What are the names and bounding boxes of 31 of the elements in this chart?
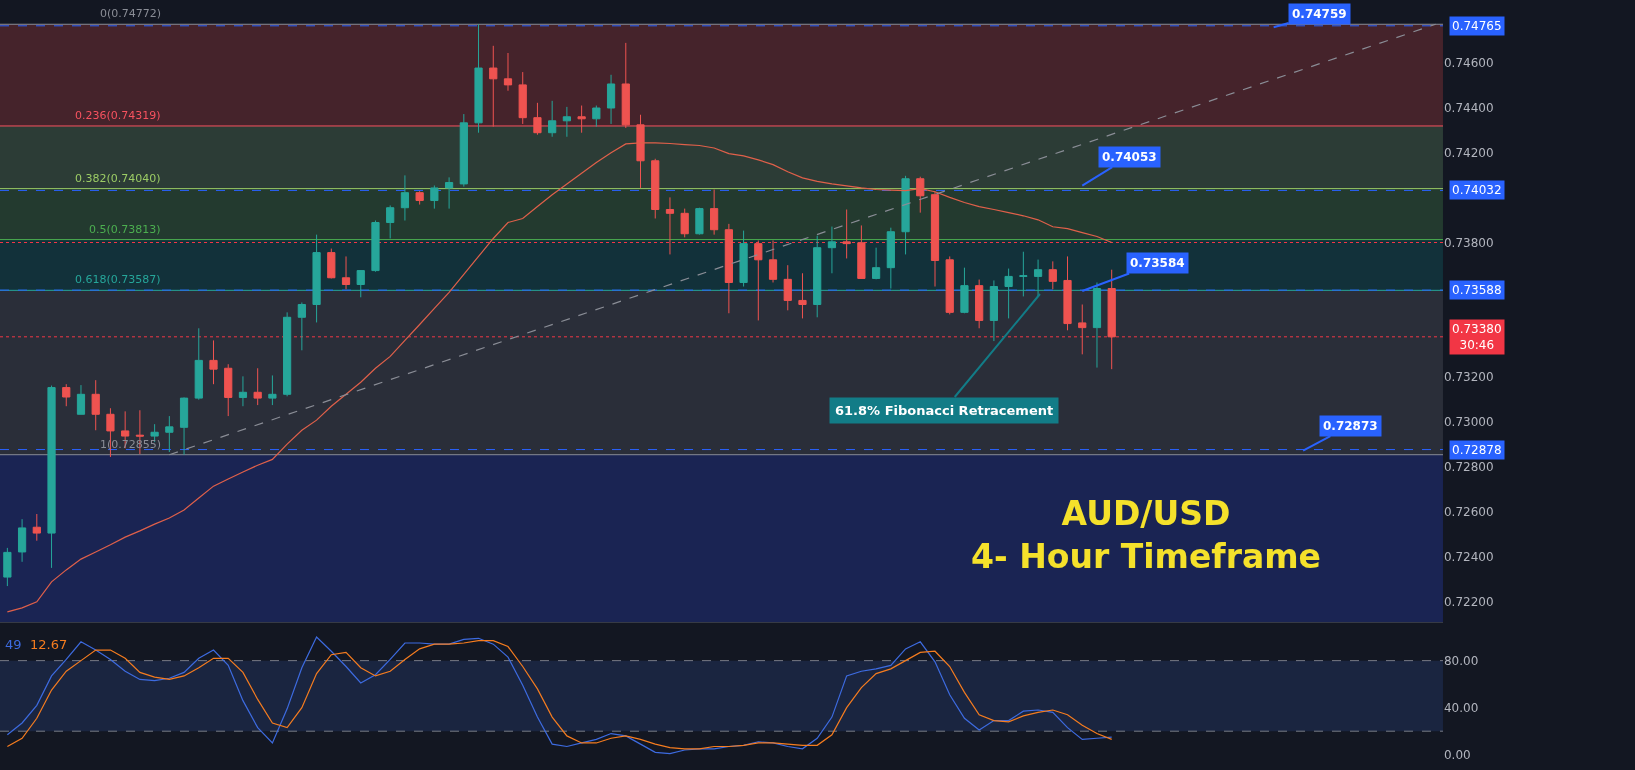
annotation: 0.74759 bbox=[1292, 7, 1347, 21]
text: AUD/USD 4- Hour Timeframe bbox=[971, 494, 1321, 576]
y-tick-label: 0.74600 bbox=[1443, 56, 1494, 71]
annotation: 61.8% Fibonacci Retracement bbox=[835, 403, 1054, 418]
annotation: 0.73584 bbox=[1130, 256, 1185, 270]
annotation: 0.74053 bbox=[1102, 150, 1157, 164]
y-tick-label: 0.74200 bbox=[1443, 145, 1494, 160]
ref-line-label: 0(0.74772) bbox=[100, 7, 162, 20]
y-tick-label: 0.73200 bbox=[1443, 370, 1494, 385]
annotation: 12.67 bbox=[30, 637, 68, 652]
ref-line-label: 0.72878 bbox=[1452, 443, 1502, 457]
ref-line-label: 0.618(0.73587) bbox=[75, 273, 161, 286]
y-tick-label: 0.72400 bbox=[1443, 550, 1494, 565]
y-tick-label: 0.74400 bbox=[1443, 100, 1494, 115]
y-tick-label: 0.72800 bbox=[1443, 460, 1494, 475]
y-tick-label: 40.00 bbox=[1443, 700, 1479, 715]
ref-line-label: 0.73380 30:46 bbox=[1452, 322, 1502, 352]
ref-line-label: 0.73588 bbox=[1452, 283, 1502, 297]
ref-line-label: 0.5(0.73813) bbox=[89, 223, 161, 236]
ref-line-label: 0.236(0.74319) bbox=[75, 109, 161, 122]
annotation: 0.72873 bbox=[1323, 419, 1378, 433]
ref-line-label: 0.382(0.74040) bbox=[75, 172, 161, 185]
ref-line-label: 0.74032 bbox=[1452, 183, 1502, 197]
y-tick-label: 0.72200 bbox=[1443, 594, 1494, 609]
annotation: 49 bbox=[5, 637, 22, 652]
y-tick-label: 0.72600 bbox=[1443, 505, 1494, 520]
y-tick-label: 0.73800 bbox=[1443, 235, 1494, 250]
y-tick-label: 80.00 bbox=[1443, 653, 1479, 668]
y-tick-label: 0.73000 bbox=[1443, 415, 1494, 430]
ref-line-label: 0.74765 bbox=[1452, 19, 1502, 33]
y-tick-label: 0.00 bbox=[1443, 747, 1471, 762]
